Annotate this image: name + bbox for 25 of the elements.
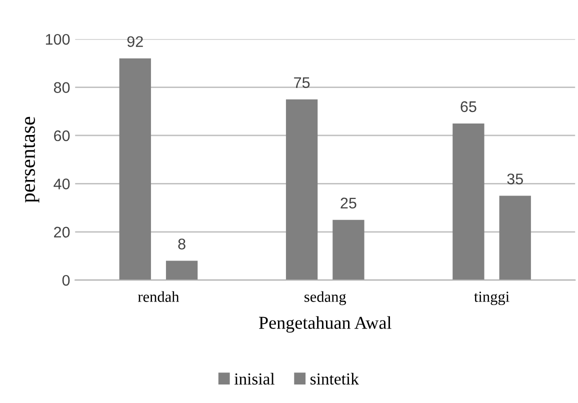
y-tick-label: 60 (54, 130, 70, 142)
y-axis-title: persentase (23, 116, 40, 203)
x-axis-title: Pengetahuan Awal (259, 316, 392, 333)
bar (499, 196, 531, 280)
x-tick-label: rendah (138, 291, 180, 302)
bar (119, 58, 151, 280)
data-label: 65 (460, 101, 476, 112)
bar (332, 220, 364, 280)
data-label: 35 (507, 174, 523, 184)
y-tick-label: 40 (54, 178, 70, 190)
data-label: 92 (127, 36, 143, 48)
x-tick-label: tinggi (474, 292, 510, 306)
y-tick-label: 80 (54, 82, 70, 93)
data-label: 75 (294, 77, 310, 88)
y-tick-label: 100 (46, 34, 70, 45)
bar (452, 123, 484, 280)
x-tick-label: sedang (304, 291, 346, 306)
legend-label: inisial (234, 372, 274, 385)
y-tick-label: 20 (54, 226, 70, 238)
data-label: 8 (178, 238, 186, 250)
bar (286, 99, 318, 280)
legend-label: sintetik (310, 372, 359, 385)
bar (166, 260, 198, 280)
data-label: 25 (340, 198, 356, 208)
y-tick-label: 0 (62, 274, 70, 286)
